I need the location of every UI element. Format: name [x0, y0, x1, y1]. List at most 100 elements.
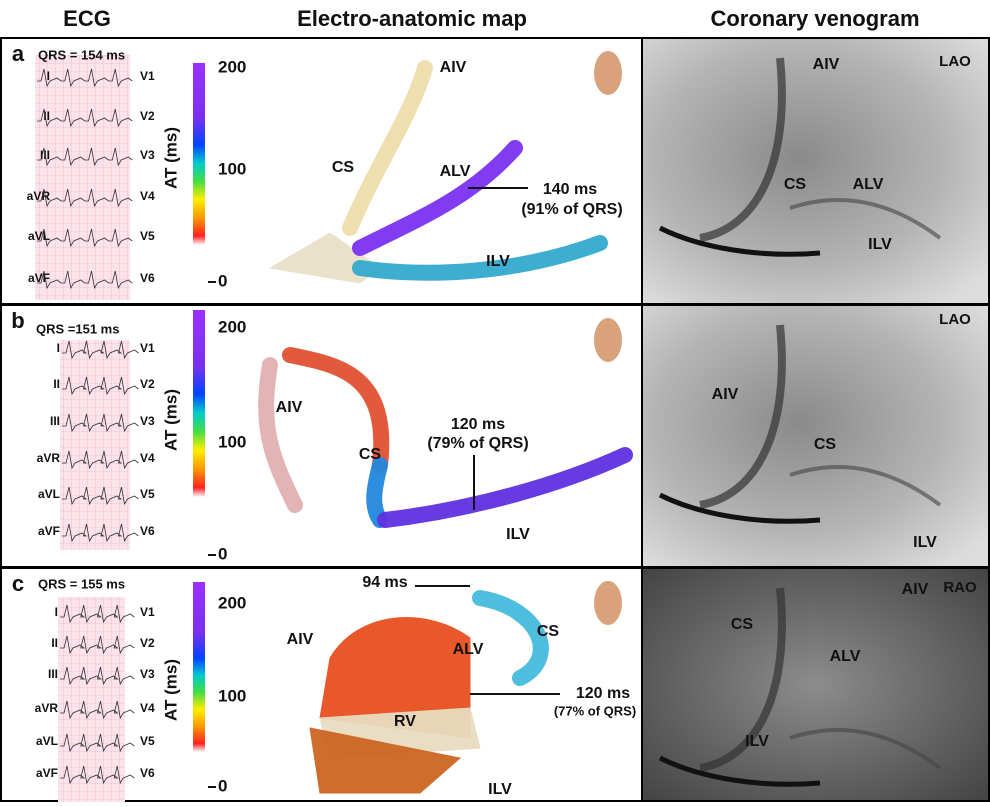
- annotation: 94 ms: [362, 574, 407, 591]
- colorbar: [193, 63, 205, 245]
- figure: ECG Electro-anatomic map Coronary venogr…: [0, 0, 990, 802]
- lead-label: I: [55, 605, 58, 619]
- colorbar-tick-label: 100: [218, 686, 246, 705]
- map-segment: [360, 243, 600, 273]
- ecg-grid: [60, 340, 130, 550]
- colorbar-tick-label: 0: [218, 271, 227, 290]
- lead-label: II: [53, 377, 60, 391]
- map-label: CS: [332, 159, 355, 176]
- venogram-label: ILV: [868, 236, 892, 253]
- lead-label: II: [51, 636, 58, 650]
- column-header: Electro-anatomic map: [297, 6, 527, 31]
- map-segment: [350, 68, 425, 228]
- lead-label: V6: [140, 271, 155, 285]
- map-label: AIV: [287, 631, 314, 648]
- lead-label: V3: [140, 148, 155, 162]
- torso-icon: [594, 51, 622, 95]
- lead-label: V5: [140, 487, 155, 501]
- view-label: LAO: [939, 311, 971, 328]
- map-segment: [266, 365, 295, 505]
- colorbar-tick-label: 100: [218, 159, 246, 178]
- venogram-label: AIV: [902, 581, 929, 598]
- annotation: (79% of QRS): [427, 435, 528, 452]
- torso-icon: [594, 581, 622, 625]
- map-label: ALV: [453, 641, 484, 658]
- venogram-label: ILV: [745, 733, 769, 750]
- lead-label: aVR: [35, 701, 59, 715]
- annotation: 140 ms: [543, 181, 597, 198]
- colorbar: [193, 310, 205, 497]
- lead-label: aVL: [36, 734, 58, 748]
- venogram-label: CS: [814, 436, 837, 453]
- lead-label: V6: [140, 766, 155, 780]
- colorbar: [193, 582, 205, 752]
- column-header: ECG: [63, 6, 111, 31]
- colorbar-tick-label: 200: [218, 57, 246, 76]
- lead-label: V3: [140, 667, 155, 681]
- colorbar-tick-label: 200: [218, 317, 246, 336]
- map-label: ILV: [486, 253, 510, 270]
- lead-label: V4: [140, 189, 155, 203]
- map-label: ALV: [440, 163, 471, 180]
- venogram-label: AIV: [813, 56, 840, 73]
- lead-label: V2: [140, 636, 155, 650]
- colorbar-tick-label: 0: [218, 544, 227, 563]
- lead-label: III: [48, 667, 58, 681]
- annotation: (91% of QRS): [521, 201, 622, 218]
- venogram-image: [643, 39, 988, 303]
- venogram-label: CS: [784, 176, 807, 193]
- lead-label: aVF: [36, 766, 58, 780]
- view-label: LAO: [939, 53, 971, 70]
- qrs-duration: QRS =151 ms: [36, 321, 119, 336]
- colorbar-label: AT (ms): [161, 127, 180, 189]
- lead-label: V2: [140, 377, 155, 391]
- colorbar-tick-label: 100: [218, 432, 246, 451]
- torso-icon: [594, 318, 622, 362]
- venogram-label: ALV: [830, 648, 861, 665]
- lead-label: V5: [140, 229, 155, 243]
- lead-label: V4: [140, 701, 155, 715]
- map-segment: [374, 465, 380, 520]
- lead-label: V4: [140, 451, 155, 465]
- map-label: ILV: [506, 526, 530, 543]
- venogram-label: CS: [731, 616, 754, 633]
- colorbar-tick-label: 0: [218, 776, 227, 795]
- map-label: AIV: [440, 59, 467, 76]
- lead-label: aVR: [37, 451, 61, 465]
- qrs-duration: QRS = 155 ms: [38, 576, 125, 591]
- lead-label: V1: [140, 69, 155, 83]
- lead-label: aVF: [38, 524, 60, 538]
- map-segment: [385, 455, 625, 520]
- panel: I V1 II V2 III V3 aVR V4 aVL V5 aVF V6 c QRS = 155 ms…: [1, 568, 989, 802]
- colorbar-label: AT (ms): [161, 389, 180, 451]
- ecg-grid: [35, 55, 130, 300]
- lead-label: V1: [140, 605, 155, 619]
- annotation: 120 ms: [576, 685, 630, 702]
- lead-label: I: [57, 341, 60, 355]
- venogram-label: AIV: [712, 386, 739, 403]
- view-label: RAO: [943, 579, 977, 596]
- map-segment: [480, 598, 541, 678]
- map-label: ILV: [488, 781, 512, 798]
- colorbar-tick-label: 200: [218, 593, 246, 612]
- panel-letter: c: [12, 571, 24, 596]
- lead-label: aVL: [38, 487, 60, 501]
- panel-letter: b: [11, 308, 24, 333]
- annotation: 120 ms: [451, 416, 505, 433]
- map-label: CS: [359, 446, 382, 463]
- map-label: CS: [537, 623, 560, 640]
- lead-label: V3: [140, 414, 155, 428]
- lead-label: III: [50, 414, 60, 428]
- venogram-label: ALV: [853, 176, 884, 193]
- panel-letter: a: [12, 41, 25, 66]
- qrs-duration: QRS = 154 ms: [38, 47, 125, 62]
- lead-label: V1: [140, 341, 155, 355]
- colorbar-label: AT (ms): [161, 659, 180, 721]
- lead-label: V2: [140, 109, 155, 123]
- venogram-label: ILV: [913, 534, 937, 551]
- map-label: AIV: [276, 399, 303, 416]
- lead-label: V5: [140, 734, 155, 748]
